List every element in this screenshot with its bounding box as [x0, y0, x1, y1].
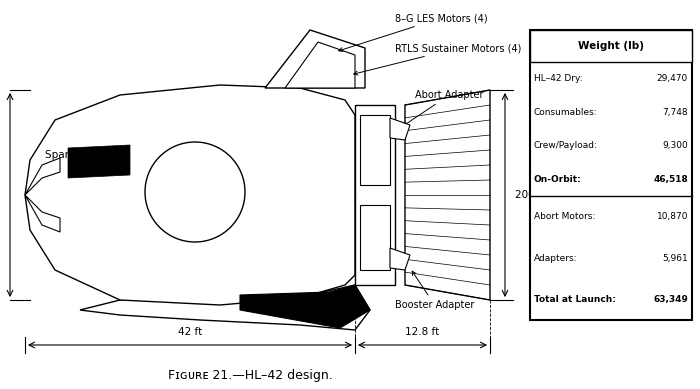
Bar — [530, 30, 692, 320]
Text: 12.8 ft: 12.8 ft — [405, 327, 439, 337]
Polygon shape — [25, 158, 60, 195]
Circle shape — [145, 142, 245, 242]
Text: Total at Launch:: Total at Launch: — [534, 295, 616, 304]
Polygon shape — [355, 105, 395, 285]
Text: 5,961: 5,961 — [662, 254, 688, 263]
Text: Abort Adapter: Abort Adapter — [403, 90, 484, 126]
Polygon shape — [25, 85, 355, 305]
Text: Abort Motors:: Abort Motors: — [534, 212, 595, 221]
Polygon shape — [390, 118, 410, 140]
Polygon shape — [80, 285, 370, 330]
Text: HL–42 Dry:: HL–42 Dry: — [534, 74, 582, 83]
Text: On-Orbit:: On-Orbit: — [534, 175, 582, 184]
Text: 7,748: 7,748 — [662, 108, 688, 117]
Polygon shape — [240, 285, 370, 328]
Text: 46,518: 46,518 — [653, 175, 688, 184]
Text: 63,349: 63,349 — [653, 295, 688, 304]
Text: 29,470: 29,470 — [657, 74, 688, 83]
Text: Span = 33.5 ft: Span = 33.5 ft — [45, 150, 120, 160]
Polygon shape — [25, 195, 60, 232]
Bar — [530, 30, 692, 62]
Polygon shape — [360, 205, 390, 270]
Polygon shape — [390, 248, 410, 270]
Text: 9,300: 9,300 — [662, 141, 688, 151]
Polygon shape — [405, 90, 490, 300]
Text: Adapters:: Adapters: — [534, 254, 578, 263]
Text: Fɪɢᴜʀᴇ 21.—HL–42 design.: Fɪɢᴜʀᴇ 21.—HL–42 design. — [167, 368, 332, 382]
Text: 8–G LES Motors (4): 8–G LES Motors (4) — [339, 13, 488, 51]
Text: 42 ft: 42 ft — [178, 327, 202, 337]
Text: RTLS Sustainer Motors (4): RTLS Sustainer Motors (4) — [354, 43, 522, 75]
Polygon shape — [360, 115, 390, 185]
Polygon shape — [265, 30, 365, 88]
Text: Crew/Payload:: Crew/Payload: — [534, 141, 598, 151]
Text: Consumables:: Consumables: — [534, 108, 598, 117]
Text: Booster Adapter: Booster Adapter — [395, 271, 475, 310]
Polygon shape — [68, 145, 130, 178]
Polygon shape — [285, 42, 355, 88]
Text: 200 in: 200 in — [515, 190, 547, 200]
Text: 10,870: 10,870 — [657, 212, 688, 221]
Text: Weight (lb): Weight (lb) — [578, 41, 644, 51]
